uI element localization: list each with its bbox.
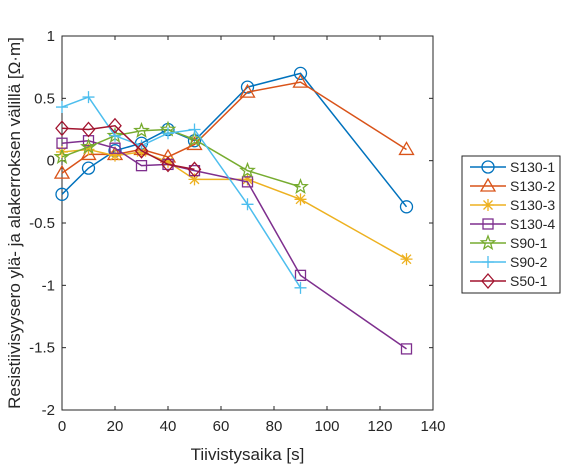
legend-label: S130-3 [510,197,555,213]
data-point-marker [239,161,256,178]
data-point-marker [239,83,256,98]
data-point-marker [161,156,175,173]
legend-entry: S130-3 [470,197,555,213]
x-tick-label: 0 [58,418,66,435]
data-series [53,66,415,355]
x-axis-label: Tiivistysaika [s] [191,445,305,464]
data-point-marker [53,148,71,165]
x-tick-label: 120 [367,418,392,435]
legend-entry: S130-1 [470,159,555,175]
data-point-marker [81,121,96,138]
data-point-marker [241,173,254,186]
data-point-marker [293,66,308,81]
data-point-marker [53,164,71,179]
axis-ticks: 0 20 40 60 80 100 120 140 -2 -1.5 -1 -0.5 0 0.5 1 [29,28,445,435]
data-point-marker [482,256,494,268]
data-point-marker [55,120,69,137]
data-point-marker [109,129,121,142]
legend-entry: S130-2 [470,177,555,194]
data-point-marker [188,173,201,186]
data-point-marker [294,269,307,282]
data-point-marker [162,127,174,140]
legend-label: S130-4 [510,216,555,232]
x-tick-label: 140 [420,418,445,435]
data-point-marker [162,155,174,168]
series-line [61,96,302,289]
data-point-marker [241,176,254,188]
data-point-marker [134,142,149,159]
data-point-marker [82,91,95,104]
legend-items: S130-1 S130-2 S130-3 S130-4 S90-1 S90-2 S50-1 [470,159,555,289]
data-point-marker [162,158,174,171]
data-point-marker [109,149,121,162]
data-point-marker [482,199,494,211]
series-line [61,124,195,171]
data-point-marker [135,160,148,172]
legend-label: S50-1 [510,273,548,289]
data-point-marker [482,218,494,230]
data-point-marker [292,177,309,195]
x-tick-label: 40 [160,418,177,435]
data-point-marker [400,343,413,355]
data-point-marker [135,145,148,158]
y-tick-label: -2 [42,402,55,419]
legend-entry: S90-1 [470,234,548,251]
data-point-marker [187,161,202,178]
data-point-marker [81,161,96,175]
y-tick-label: 1 [47,28,55,45]
y-tick-label: -1.5 [29,340,55,357]
data-point-marker [481,160,495,174]
y-tick-label: -0.5 [29,215,55,232]
legend-entry: S50-1 [470,273,548,289]
data-point-marker [399,200,414,214]
data-point-marker [56,145,68,158]
legend: S130-1 S130-2 S130-3 S130-4 S90-1 S90-2 S50-1 [461,155,561,294]
data-point-marker [241,198,254,211]
data-point-marker [398,141,415,156]
data-point-marker [479,177,497,192]
x-tick-label: 80 [266,418,283,435]
data-point-marker [108,117,122,134]
legend-label: S90-2 [510,254,548,270]
series-s90-2 [56,91,307,294]
x-tick-label: 60 [213,418,230,435]
data-point-marker [294,193,307,206]
y-axis-label: Resistiivisyysero ylä- ja alakerroksen v… [5,37,24,409]
data-point-marker [109,142,121,154]
data-point-marker [479,234,497,251]
data-point-marker [188,123,201,136]
y-tick-label: 0 [47,153,55,170]
data-point-marker [292,73,309,88]
y-tick-label: 0.5 [34,90,55,107]
x-tick-label: 100 [314,418,339,435]
data-point-marker [400,253,413,266]
y-tick-label: -1 [42,277,55,294]
legend-entry: S130-4 [470,216,555,232]
data-point-marker [55,187,69,201]
legend-label: S130-1 [510,159,555,175]
legend-label: S130-2 [510,178,555,194]
legend-label: S90-1 [510,235,548,251]
data-point-marker [80,138,97,155]
series-s50-1 [55,117,202,178]
data-point-marker [481,273,495,289]
data-point-marker [133,121,150,138]
x-tick-label: 20 [107,418,124,435]
data-point-marker [56,101,68,114]
legend-entry: S90-2 [470,254,548,270]
data-point-marker [294,281,307,294]
plot-area [61,35,434,411]
